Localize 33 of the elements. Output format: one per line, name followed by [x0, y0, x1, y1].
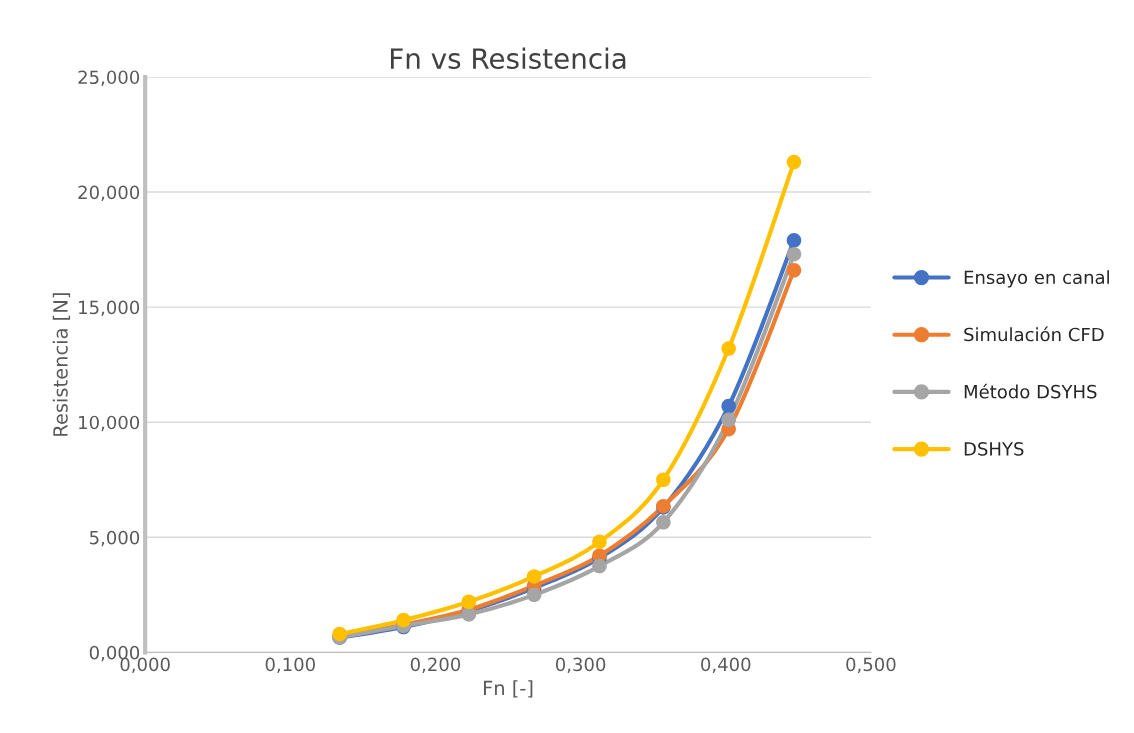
- y-tick-label: 15,000: [79, 300, 140, 317]
- x-tick-label: 0,200: [410, 657, 461, 674]
- y-axis-title: Resistencia [N]: [52, 293, 71, 436]
- y-tick-label: 10,000: [79, 415, 140, 432]
- y-tick-label: 20,000: [78, 185, 140, 201]
- chart-title: Fn vs Resistencia: [390, 47, 626, 70]
- point: [786, 263, 802, 278]
- point: [526, 569, 542, 584]
- legend-label: Simulación CFD: [964, 326, 1104, 342]
- point: [721, 398, 736, 414]
- point: [786, 154, 802, 170]
- point: [461, 607, 477, 622]
- point: [786, 246, 802, 262]
- x-tick-label: 0,500: [846, 657, 896, 674]
- point: [396, 612, 411, 628]
- y-tick-label: 5,000: [89, 530, 140, 547]
- point: [592, 534, 607, 550]
- legend-label: Método DSYHS: [964, 383, 1097, 399]
- legend-label: Ensayo en canal: [964, 270, 1109, 288]
- x-tick-label: 0,300: [555, 657, 606, 674]
- point: [526, 587, 542, 603]
- point: [721, 341, 736, 356]
- x-axis-title: Fn [-]: [484, 680, 533, 698]
- x-tick-label: 0,100: [265, 657, 315, 674]
- point: [461, 594, 477, 610]
- point: [721, 412, 736, 428]
- point: [656, 515, 671, 530]
- point: [786, 233, 802, 248]
- y-tick-label: 25,000: [78, 70, 140, 86]
- x-tick-label: 0,400: [701, 657, 751, 674]
- point: [656, 472, 671, 488]
- point: [592, 558, 607, 574]
- legend-label: DSHYS: [964, 442, 1024, 456]
